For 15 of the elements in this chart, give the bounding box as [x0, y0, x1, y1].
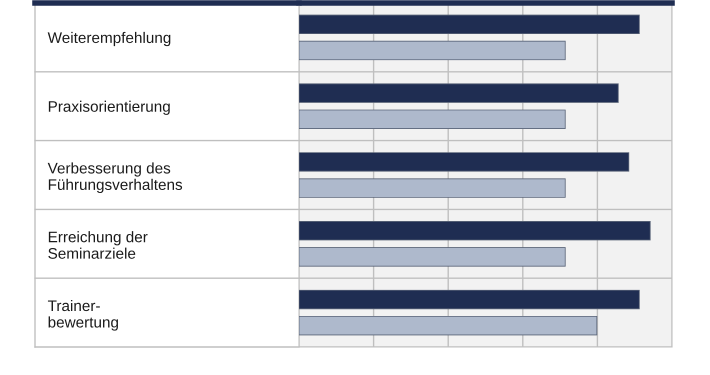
bar	[299, 316, 598, 336]
bar	[299, 290, 640, 310]
bar	[299, 152, 630, 172]
y-tick-label: Erreichung der Seminarziele	[48, 231, 148, 259]
bar	[299, 178, 566, 198]
y-tick-label: Trainer- bewertung	[48, 300, 118, 331]
y-tick-label: Praxisorientierung	[48, 100, 170, 115]
y-tick-label: Weiterempfehlung	[48, 32, 170, 46]
bar	[299, 110, 566, 129]
bar	[299, 221, 651, 240]
bar	[299, 40, 566, 60]
y-tick-label: Verbesserung des Führungsverhaltens	[48, 162, 182, 194]
bar	[299, 247, 566, 267]
bar	[299, 83, 619, 103]
bar	[299, 14, 640, 34]
